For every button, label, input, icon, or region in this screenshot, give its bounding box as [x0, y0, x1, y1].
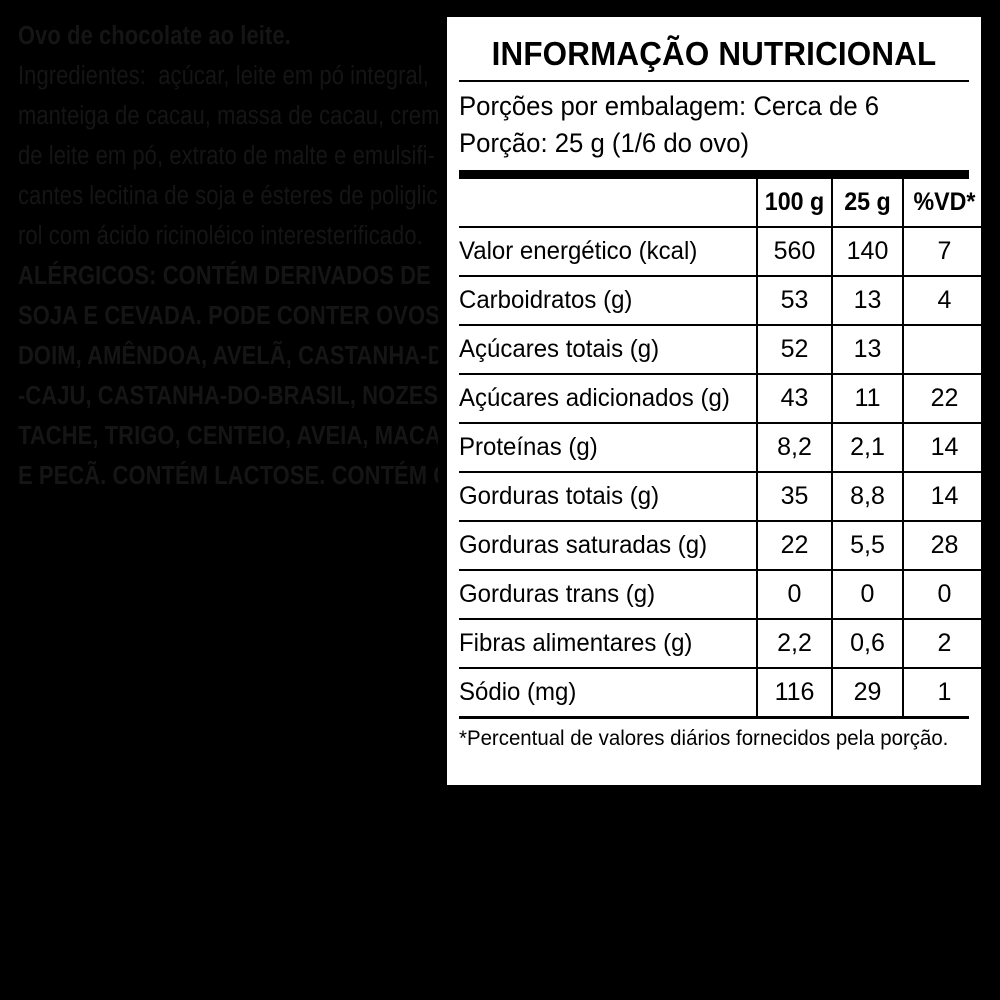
- nutrient-label: Valor energético (kcal): [459, 226, 746, 276]
- header-cell-vd: %VD*: [904, 179, 983, 227]
- nutrient-label: Proteínas (g): [459, 422, 746, 472]
- table-row: Fibras alimentares (g) 2,2 0,6 2: [459, 618, 985, 668]
- table-row: Açúcares totais (g) 52 13: [459, 324, 985, 374]
- ingredients-text-block: Ovo de chocolate ao leite. Ingredientes:…: [18, 16, 531, 496]
- nutrient-value-100g: 43: [756, 373, 832, 423]
- nutrient-value-100g: 0: [756, 569, 832, 619]
- table-header-row: 100 g 25 g %VD*: [459, 179, 985, 227]
- nutrient-value-100g: 2,2: [756, 618, 832, 668]
- nutrient-value-vd: 22: [902, 373, 985, 423]
- footnote: *Percentual de valores diários fornecido…: [459, 726, 949, 750]
- table-row: Proteínas (g) 8,2 2,1 14: [459, 422, 985, 472]
- nutrient-value-100g: 53: [756, 275, 832, 325]
- nutrient-label: Fibras alimentares (g): [459, 618, 746, 668]
- allergen-line: -CAJU, CASTANHA-DO-BRASIL, NOZES, PIS-: [18, 382, 494, 410]
- nutrient-value-vd: 14: [902, 422, 985, 472]
- nutrition-table: 100 g 25 g %VD* Valor energético (kcal) 5…: [459, 179, 985, 716]
- ingredients-line: Ingredientes: açúcar, leite em pó integr…: [18, 62, 429, 90]
- allergen-line: ALÉRGICOS: CONTÉM DERIVADOS DE LEITE,: [18, 262, 506, 290]
- nutrient-value-vd: 4: [902, 275, 985, 325]
- servings-per-package: Porções por embalagem: Cerca de 6: [459, 91, 880, 121]
- title-divider: [459, 80, 969, 82]
- nutrient-value-25g: 140: [831, 226, 903, 276]
- allergen-line: DOIM, AMÊNDOA, AVELÃ, CASTANHA-DE-: [18, 342, 466, 370]
- nutrition-facts-panel: INFORMAÇÃO NUTRICIONAL Porções por embal…: [438, 8, 990, 794]
- nutrient-label: Sódio (mg): [459, 667, 746, 716]
- table-row: Açúcares adicionados (g) 43 11 22: [459, 373, 985, 423]
- nutrient-value-100g: 8,2: [756, 422, 832, 472]
- allergen-line: E PECÃ. CONTÉM LACTOSE. CONTÉM GLÚTEN.: [18, 462, 531, 490]
- ingredients-line: manteiga de cacau, massa de cacau, creme: [18, 102, 452, 130]
- header-cell-100g: 100 g: [758, 179, 830, 227]
- nutrient-value-25g: 5,5: [831, 520, 903, 570]
- product-name: Ovo de chocolate ao leite.: [18, 22, 291, 50]
- nutrient-label: Açúcares totais (g): [459, 324, 746, 374]
- table-row: Carboidratos (g) 53 13 4: [459, 275, 985, 325]
- footnote-divider: [459, 716, 969, 719]
- table-row: Sódio (mg) 116 29 1: [459, 667, 985, 716]
- nutrient-value-25g: 2,1: [831, 422, 903, 472]
- nutrient-value-vd: 14: [902, 471, 985, 521]
- nutrient-label: Açúcares adicionados (g): [459, 373, 746, 423]
- nutrient-value-vd: 2: [902, 618, 985, 668]
- nutrient-value-100g: 116: [756, 667, 832, 716]
- nutrient-value-25g: 11: [831, 373, 903, 423]
- nutrient-value-25g: 0,6: [831, 618, 903, 668]
- ingredients-line: cantes lecitina de soja e ésteres de pol…: [18, 182, 458, 210]
- nutrient-value-25g: 13: [831, 275, 903, 325]
- nutrient-value-100g: 52: [756, 324, 832, 374]
- table-row: Gorduras totais (g) 35 8,8 14: [459, 471, 985, 521]
- nutrient-value-vd: 28: [902, 520, 985, 570]
- nutrient-label: Gorduras trans (g): [459, 569, 746, 619]
- nutrient-value-25g: 0: [831, 569, 903, 619]
- thick-divider: [459, 170, 969, 179]
- panel-title: INFORMAÇÃO NUTRICIONAL: [491, 35, 937, 72]
- header-cell-25g: 25 g: [833, 179, 901, 227]
- ingredients-line: de leite em pó, extrato de malte e emuls…: [18, 142, 436, 170]
- table-row: Gorduras trans (g) 0 0 0: [459, 569, 985, 619]
- nutrient-value-vd: [902, 324, 985, 374]
- table-body: Valor energético (kcal) 560 140 7 Carboidrat…: [459, 226, 985, 716]
- nutrient-value-25g: 8,8: [831, 471, 903, 521]
- table-row: Gorduras saturadas (g) 22 5,5 28: [459, 520, 985, 570]
- allergen-line: TACHE, TRIGO, CENTEIO, AVEIA, MACADÂMIA: [18, 422, 514, 450]
- serving-size: Porção: 25 g (1/6 do ovo): [459, 128, 750, 158]
- nutrient-value-25g: 13: [831, 324, 903, 374]
- nutrient-value-vd: 0: [902, 569, 985, 619]
- header-cell-blank: [459, 179, 757, 227]
- nutrient-value-100g: 22: [756, 520, 832, 570]
- nutrient-value-vd: 1: [902, 667, 985, 716]
- nutrient-label: Carboidratos (g): [459, 275, 746, 325]
- table-header: 100 g 25 g %VD*: [459, 179, 985, 227]
- nutrient-label: Gorduras saturadas (g): [459, 520, 746, 570]
- nutrient-value-100g: 560: [756, 226, 832, 276]
- table-row: Valor energético (kcal) 560 140 7: [459, 226, 985, 276]
- nutrient-value-25g: 29: [831, 667, 903, 716]
- ingredients-line: rol com ácido ricinoléico interesterific…: [18, 222, 423, 250]
- nutrient-label: Gorduras totais (g): [459, 471, 746, 521]
- allergen-line: SOJA E CEVADA. PODE CONTER OVOS, AMEN-: [18, 302, 524, 330]
- nutrient-value-vd: 7: [902, 226, 985, 276]
- nutrient-value-100g: 35: [756, 471, 832, 521]
